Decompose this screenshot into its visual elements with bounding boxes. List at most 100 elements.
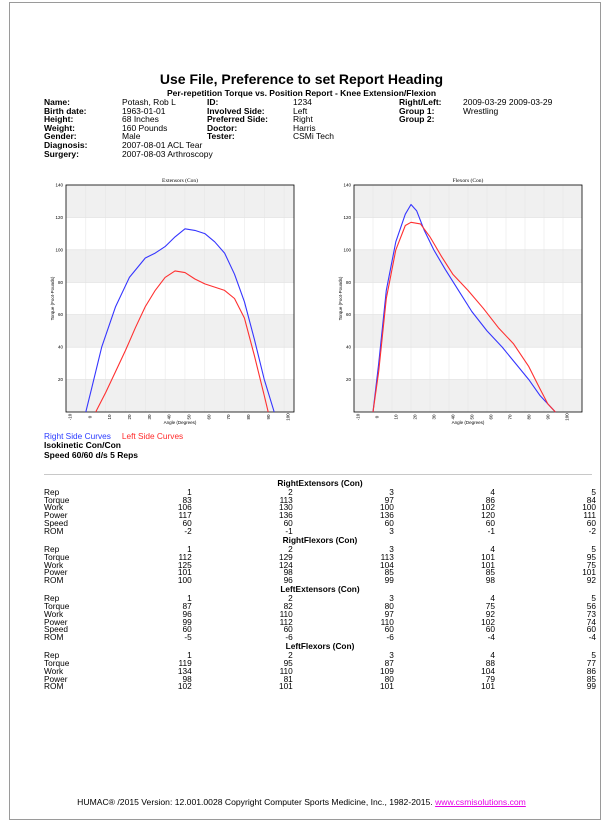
table-right-flexors: RightFlexors (Con) Rep 1 2 3 4 5 Torque 112 129… (44, 535, 597, 586)
table-cell: 4 (490, 592, 495, 603)
table-cell: 95 (283, 657, 293, 668)
chart-title: Extensors (Con) (162, 177, 198, 184)
row-label: Power (44, 673, 68, 684)
table-row: Torque 83 113 97 86 84 (44, 494, 596, 505)
table-cell: 100 (177, 575, 192, 586)
x-tick-label: 90 (546, 414, 551, 420)
table-cell: 99 (586, 681, 597, 692)
table-cell: 86 (586, 665, 597, 676)
table-row: ROM -2 -1 3 -1 -2 (44, 526, 597, 537)
row-label: Torque (44, 551, 70, 562)
table-cell: 1 (187, 543, 192, 554)
table-cell: 74 (586, 616, 597, 627)
table-cell: -6 (285, 632, 293, 643)
row-label: Work (44, 665, 64, 676)
table-cell: 86 (485, 494, 495, 505)
y-tick-label: 100 (343, 247, 351, 252)
row-label: Power (44, 616, 68, 627)
table-cell: 100 (380, 502, 394, 513)
table-row: Work 125 124 104 101 75 (44, 559, 596, 570)
table-cell: 92 (586, 575, 597, 586)
table-cell: 96 (182, 608, 192, 619)
grid-band (66, 249, 294, 283)
table-cell: 60 (485, 624, 495, 635)
table-row: Power 98 81 80 79 85 (44, 673, 597, 684)
table-title: LeftFlexors (Con) (285, 641, 355, 652)
table-cell: 56 (586, 600, 597, 611)
x-axis-label: Angle (Degrees) (452, 420, 485, 425)
y-tick-label: 140 (343, 183, 351, 188)
website-link[interactable]: www.csmisolutions.com (435, 797, 526, 807)
table-cell: 60 (384, 518, 394, 529)
flexors-chart: Flexors (Con) 20 40 60 80 100 120 140 -10 0 10 20 30… (338, 177, 583, 425)
table-cell: -4 (487, 632, 495, 643)
table-row: Torque 119 95 87 88 77 (44, 657, 596, 668)
table-cell: 80 (384, 600, 394, 611)
table-cell: 125 (177, 559, 192, 570)
table-row: Power 117 136 136 120 111 (44, 510, 596, 521)
table-cell: 3 (389, 649, 394, 660)
gender-label: Gender: (44, 131, 77, 142)
extensors-chart: Extensors (Con) 20 40 60 80 100 120 140 -10 0 10 20… (50, 177, 295, 425)
table-cell: 104 (380, 559, 394, 570)
y-axis-label: Torque (Foot-Pounds) (338, 276, 343, 320)
table-cell: -1 (285, 526, 293, 537)
table-cell: 104 (481, 665, 495, 676)
y-tick-label: 40 (58, 345, 64, 350)
table-cell: 112 (178, 551, 192, 562)
weight-label: Weight: (44, 122, 76, 133)
row-label: ROM (44, 681, 64, 692)
row-label: Power (44, 567, 68, 578)
table-cell: 81 (283, 673, 293, 684)
table-cell: 2 (288, 592, 293, 603)
x-tick-label: -10 (356, 413, 361, 420)
doctor-value: Harris (293, 122, 316, 133)
rep-tables: RightExtensors (Con) Rep 1 2 3 4 5 Torque 83 11… (44, 478, 597, 692)
surgery-label: Surgery: (44, 148, 79, 159)
row-label: Speed (44, 624, 68, 635)
table-title: RightExtensors (Con) (277, 478, 363, 488)
table-cell: 134 (177, 665, 192, 676)
y-tick-label: 120 (55, 215, 63, 220)
table-cell: 4 (490, 543, 495, 554)
report-subtitle: Per-repetition Torque vs. Position Repor… (166, 88, 437, 98)
grid-band (66, 314, 294, 348)
row-label: Rep (44, 486, 60, 497)
table-cell: 87 (182, 600, 192, 611)
grid-band (66, 185, 294, 218)
table-row: ROM 100 96 99 98 92 (44, 575, 597, 586)
row-label: ROM (44, 526, 64, 537)
table-cell: 109 (380, 665, 394, 676)
height-label: Height: (44, 114, 74, 125)
x-tick-label: 50 (186, 414, 191, 420)
row-label: Rep (44, 649, 60, 660)
table-title: RightFlexors (Con) (282, 535, 358, 546)
table-cell: 101 (582, 567, 597, 578)
table-row: Torque 87 82 80 75 56 (44, 600, 597, 611)
table-row: ROM 102 101 101 101 99 (44, 681, 597, 692)
table-row: Work 106 130 100 102 100 (44, 502, 596, 513)
table-cell: -2 (184, 526, 192, 537)
doctor-label: Doctor: (207, 122, 238, 133)
table-cell: 2 (288, 486, 293, 497)
row-label: ROM (44, 575, 64, 586)
speed-note: Speed 60/60 d/s 5 Reps (44, 449, 139, 460)
table-cell: 110 (279, 608, 293, 619)
table-cell: -6 (386, 632, 394, 643)
y-tick-label: 120 (343, 215, 351, 220)
diagnosis-label: Diagnosis: (44, 139, 88, 150)
involved-side-label: Involved Side: (207, 105, 265, 116)
table-cell: 1 (187, 592, 192, 603)
table-cell: 85 (586, 673, 597, 684)
table-cell: -2 (588, 526, 597, 537)
row-label: Power (44, 510, 68, 521)
table-cell: 80 (384, 673, 394, 684)
patient-info-col2: ID: Involved Side: Preferred Side: Docto… (207, 98, 334, 141)
x-tick-label: 20 (413, 414, 418, 420)
table-cell: 102 (177, 681, 192, 692)
chart-title: Flexors (Con) (453, 177, 484, 184)
plot-frame (65, 184, 295, 413)
table-row: Rep 1 2 3 4 5 (44, 543, 596, 554)
table-cell: 1 (187, 649, 192, 660)
table-cell: 82 (283, 600, 293, 611)
